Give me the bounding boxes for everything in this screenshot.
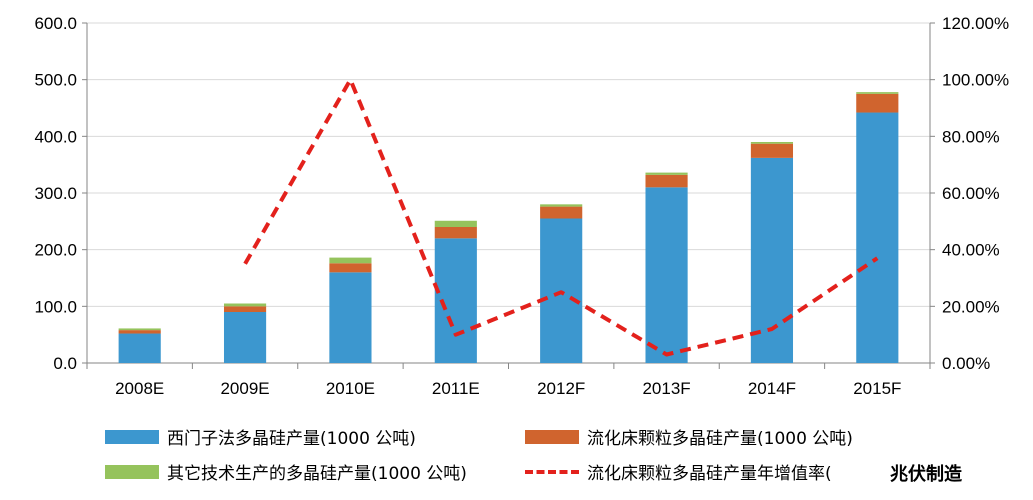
legend-item-fluidized: 流化床颗粒多晶硅产量(1000 公吨): [525, 424, 853, 449]
y-left-tick-label: 200.0: [34, 241, 77, 260]
y-left-tick-label: 0.0: [53, 354, 77, 373]
bar-segment: [856, 93, 899, 113]
y-left-tick-label: 400.0: [34, 127, 77, 146]
bar-segment: [118, 333, 161, 363]
legend-label-other: 其它技术生产的多晶硅产量(1000 公吨): [167, 464, 467, 484]
y-right-tick-label: 20.00%: [942, 297, 1000, 316]
bar-segment: [856, 112, 899, 364]
x-tick-label: 2012F: [537, 379, 585, 398]
legend: 西门子法多晶硅产量(1000 公吨) 流化床颗粒多晶硅产量(1000 公吨) 其…: [0, 410, 1033, 500]
legend-label-growth: 流化床颗粒多晶硅产量年增值率(: [587, 464, 832, 484]
bar-segment: [329, 272, 372, 363]
y-right-tick-label: 0.00%: [942, 354, 990, 373]
growth-rate-line: [243, 77, 879, 357]
y-left-tick-label: 500.0: [34, 71, 77, 90]
legend-swatch-other: [105, 464, 159, 479]
bar-segment: [329, 257, 372, 264]
bar-segment: [645, 172, 688, 175]
legend-swatch-fluidized: [525, 429, 579, 444]
bar-segment: [645, 174, 688, 188]
bar-segment: [540, 206, 583, 219]
legend-label-siemens: 西门子法多晶硅产量(1000 公吨): [167, 429, 416, 449]
legend-swatch-siemens: [105, 429, 159, 444]
x-tick-label: 2011E: [432, 379, 480, 398]
legend-label-fluidized: 流化床颗粒多晶硅产量(1000 公吨): [587, 429, 853, 449]
bar-segment: [856, 92, 899, 94]
bar-segment: [540, 204, 583, 207]
bar-segment: [118, 328, 161, 331]
legend-item-other: 其它技术生产的多晶硅产量(1000 公吨): [105, 459, 467, 484]
y-right-tick-label: 120.00%: [942, 14, 1009, 33]
bar-segment: [645, 187, 688, 363]
x-tick-label: 2008E: [115, 379, 164, 398]
legend-item-growth: 流化床颗粒多晶硅产量年增值率(: [525, 459, 832, 484]
chart-plot: 0.0 100.0 200.0 300.0 400.0 500.0 600.0 0.00% 20…: [34, 14, 1009, 398]
bar-segment: [329, 263, 372, 273]
x-tick-label: 2010E: [326, 379, 375, 398]
watermark: 兆伏制造: [890, 464, 962, 485]
bar-segment: [223, 312, 267, 363]
x-tick-label: 2014F: [748, 379, 796, 398]
y-left-tick-label: 600.0: [34, 14, 77, 33]
y-right-tick-label: 80.00%: [942, 127, 1000, 146]
y-right-tick-label: 40.00%: [942, 241, 1000, 260]
bar-segment: [750, 142, 794, 144]
x-tick-label: 2015F: [853, 379, 901, 398]
bar-segment: [750, 143, 794, 158]
legend-swatch-growth: [525, 469, 579, 474]
y-left-tick-label: 100.0: [34, 297, 77, 316]
bar-segment: [434, 227, 477, 239]
bar-segment: [223, 303, 267, 307]
bar-segment: [223, 306, 267, 312]
y-left-tick-label: 300.0: [34, 184, 77, 203]
y-right-tick-label: 60.00%: [942, 184, 1000, 203]
bar-segment: [118, 330, 161, 334]
legend-item-siemens: 西门子法多晶硅产量(1000 公吨): [105, 424, 416, 449]
bar-segment: [434, 220, 477, 227]
x-tick-label: 2013F: [642, 379, 690, 398]
y-right-tick-label: 100.00%: [942, 71, 1009, 90]
x-tick-label: 2009E: [220, 379, 269, 398]
